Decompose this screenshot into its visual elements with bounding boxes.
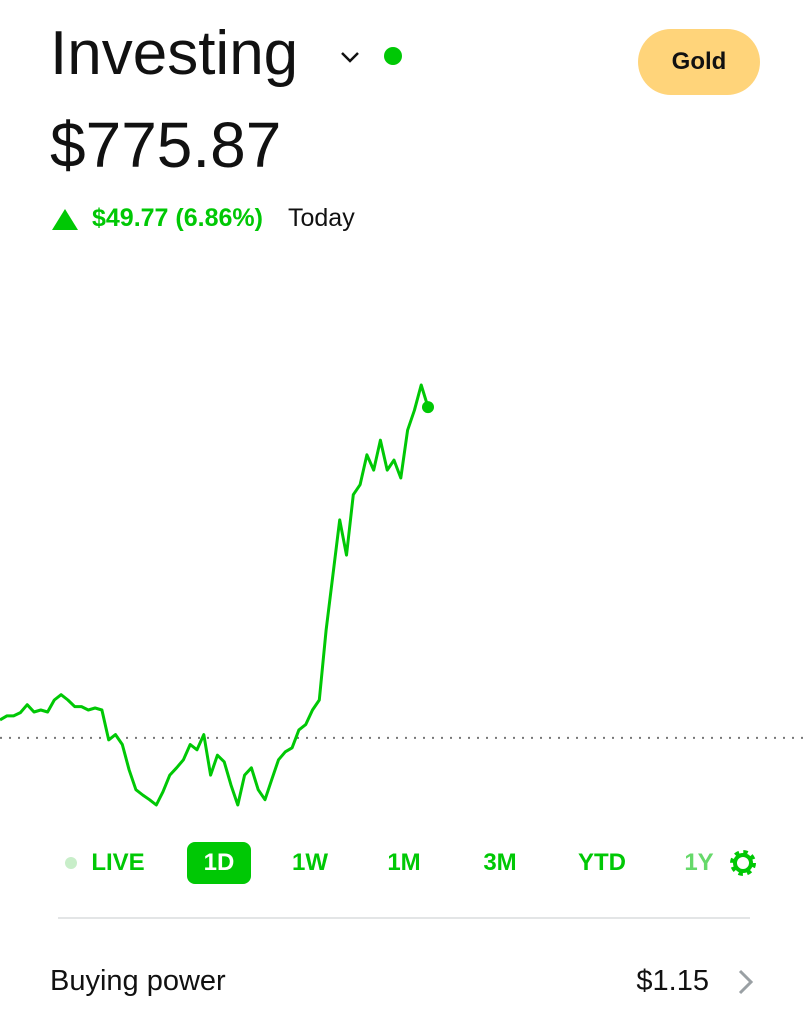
range-button[interactable]: LIVE xyxy=(91,849,145,876)
range-button[interactable]: 1Y xyxy=(684,849,714,876)
live-dot xyxy=(65,857,77,869)
settings-icon[interactable] xyxy=(727,847,759,879)
daily-change: $49.77 (6.86%) xyxy=(92,204,263,232)
gear-ring xyxy=(733,853,753,873)
title-icons xyxy=(341,47,402,65)
gold-button[interactable]: Gold xyxy=(638,29,760,95)
range-button[interactable]: 1W xyxy=(292,849,328,876)
range-button[interactable]: YTD xyxy=(578,849,626,876)
chevron-down xyxy=(341,52,359,63)
price-line xyxy=(0,383,430,807)
range-button[interactable]: 3M xyxy=(483,849,517,876)
range-button[interactable]: 1M xyxy=(387,849,421,876)
change-period: Today xyxy=(288,204,355,232)
status-dot xyxy=(384,47,402,65)
range-button[interactable]: 1D xyxy=(187,842,251,884)
buying-power-label[interactable]: Buying power xyxy=(50,965,226,997)
chevron xyxy=(738,969,754,995)
chevron-right[interactable] xyxy=(736,968,756,998)
chart xyxy=(0,383,809,807)
triangle-up xyxy=(52,209,78,230)
divider xyxy=(58,917,750,919)
buying-power-value[interactable]: $1.15 xyxy=(636,965,709,997)
account-title[interactable]: Investing xyxy=(50,19,299,88)
portfolio-value: $775.87 xyxy=(50,109,282,181)
current-point xyxy=(422,401,434,414)
up-arrow xyxy=(52,209,78,230)
